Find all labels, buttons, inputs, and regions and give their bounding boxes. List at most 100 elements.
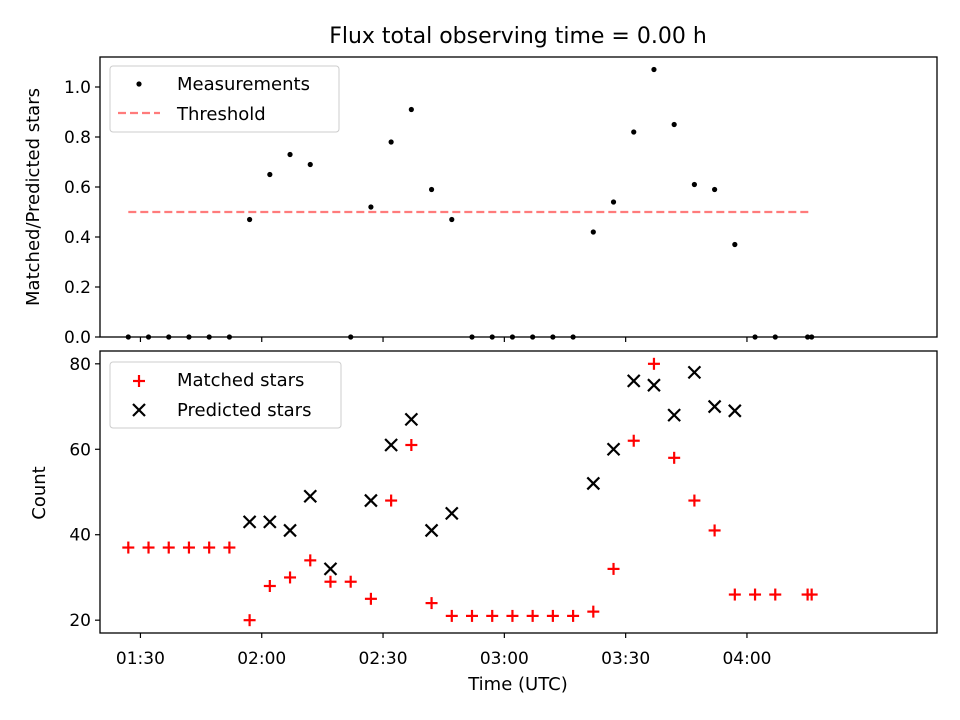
matched-star-point bbox=[567, 609, 580, 622]
matched-star-point bbox=[344, 575, 357, 588]
matched-star-point bbox=[506, 609, 519, 622]
matched-star-point bbox=[425, 597, 438, 610]
matched-star-point bbox=[486, 609, 499, 622]
ratio-x-ticks bbox=[139, 337, 748, 342]
matched-star-point bbox=[385, 494, 398, 507]
measurement-point bbox=[712, 186, 718, 193]
matched-star-point bbox=[466, 609, 478, 622]
matched-star-point bbox=[805, 588, 818, 601]
matched-star-point bbox=[668, 451, 681, 464]
measurement-point bbox=[449, 216, 455, 223]
count-y-tick-label: 40 bbox=[69, 526, 91, 546]
predicted-star-point bbox=[586, 476, 601, 491]
ratio-panel: 0.0 0.2 0.4 0.6 0.8 1.0 Matched/Predicted sta… bbox=[23, 56, 938, 348]
figure-title: Flux total observing time = 0.00 h bbox=[329, 24, 707, 49]
x-tick-label: 01:30 bbox=[116, 649, 165, 669]
x-tick-label: 04:00 bbox=[722, 649, 771, 669]
ratio-legend: Measurements Threshold bbox=[109, 65, 340, 133]
matched-star-point bbox=[647, 357, 660, 370]
matched-star-point bbox=[688, 494, 701, 507]
matched-star-point bbox=[749, 588, 762, 601]
matched-star-point bbox=[142, 541, 155, 554]
matched-star-point bbox=[627, 434, 640, 447]
measurement-point bbox=[671, 121, 677, 128]
ratio-y-tick-label: 1.0 bbox=[64, 78, 91, 98]
count-y-tick-label: 20 bbox=[69, 611, 91, 631]
measurement-point bbox=[388, 139, 394, 145]
x-axis-label: Time (UTC) bbox=[467, 674, 568, 695]
count-x-ticks: 01:30 02:00 02:30 03:00 03:30 04:00 bbox=[116, 633, 771, 669]
ratio-y-tick-label: 0.8 bbox=[64, 128, 91, 148]
matched-star-point bbox=[587, 605, 600, 618]
measurement-point bbox=[247, 216, 253, 223]
count-y-tick-label: 80 bbox=[69, 355, 91, 375]
ratio-y-tick-label: 0.2 bbox=[64, 278, 91, 298]
matched-star-point bbox=[728, 588, 741, 601]
measurement-point bbox=[368, 204, 374, 210]
ratio-y-tick-label: 0.0 bbox=[64, 328, 91, 348]
predicted-star-point bbox=[424, 523, 439, 538]
matched-star-point bbox=[607, 562, 620, 575]
predicted-star-point bbox=[687, 365, 702, 380]
count-legend: Matched stars Predicted stars bbox=[109, 361, 342, 429]
predicted-star-point bbox=[303, 489, 318, 504]
x-tick-label: 02:30 bbox=[359, 649, 408, 669]
count-legend-box bbox=[109, 361, 342, 429]
measurements-legend-label: Measurements bbox=[177, 74, 310, 95]
ratio-y-tick-label: 0.6 bbox=[64, 178, 91, 198]
matched-star-point bbox=[122, 541, 135, 554]
measurement-point bbox=[610, 199, 617, 205]
threshold-legend-label: Threshold bbox=[176, 104, 266, 125]
predicted-star-point bbox=[445, 506, 459, 521]
matched-star-point bbox=[769, 588, 782, 601]
ratio-y-ticks: 0.0 0.2 0.4 0.6 0.8 1.0 bbox=[64, 78, 100, 348]
predicted-legend-label: Predicted stars bbox=[177, 400, 311, 421]
predicted-star-point bbox=[647, 378, 661, 392]
measurement-point bbox=[287, 151, 293, 158]
x-tick-label: 02:00 bbox=[237, 649, 286, 669]
x-tick-label: 03:30 bbox=[601, 649, 650, 669]
matched-star-point bbox=[324, 575, 337, 588]
measurement-point bbox=[408, 106, 414, 113]
ratio-legend-box bbox=[109, 65, 340, 133]
matched-star-point bbox=[526, 609, 539, 622]
predicted-star-point bbox=[263, 515, 277, 529]
count-plot-frame bbox=[99, 350, 938, 634]
matched-star-point bbox=[364, 592, 377, 605]
count-y-tick-label: 60 bbox=[69, 440, 91, 460]
matched-star-point bbox=[304, 554, 317, 567]
matched-legend-marker bbox=[133, 375, 145, 387]
predicted-star-point bbox=[667, 408, 681, 422]
measurement-point bbox=[691, 181, 697, 188]
matched-star-point bbox=[243, 614, 256, 627]
matched-star-point bbox=[263, 580, 276, 592]
count-y-axis-label: Count bbox=[29, 466, 50, 519]
measurement-point bbox=[590, 229, 596, 235]
measurement-point bbox=[631, 129, 637, 135]
measurement-point bbox=[428, 186, 435, 193]
predicted-star-point bbox=[707, 399, 722, 414]
measurements-legend-marker bbox=[136, 81, 142, 87]
matched-star-point bbox=[708, 524, 721, 537]
ratio-y-axis-label: Matched/Predicted stars bbox=[23, 88, 44, 306]
matched-star-point bbox=[182, 541, 195, 554]
measurement-point bbox=[267, 171, 273, 178]
matched-star-point bbox=[223, 541, 236, 554]
measurement-point bbox=[651, 66, 657, 73]
predicted-star-point bbox=[242, 515, 257, 529]
matched-star-point bbox=[405, 439, 418, 451]
predicted-star-point bbox=[283, 523, 297, 538]
matched-star-point bbox=[203, 541, 216, 554]
count-marks bbox=[122, 357, 818, 627]
predicted-star-point bbox=[364, 493, 378, 508]
matched-star-point bbox=[162, 541, 175, 554]
predicted-legend-marker bbox=[132, 403, 146, 417]
measurement-point bbox=[732, 241, 738, 248]
predicted-star-point bbox=[728, 404, 742, 418]
predicted-star-point bbox=[323, 562, 338, 576]
predicted-star-point bbox=[626, 374, 641, 388]
count-y-ticks: 20 40 60 80 bbox=[69, 355, 100, 631]
predicted-star-point bbox=[384, 438, 398, 452]
